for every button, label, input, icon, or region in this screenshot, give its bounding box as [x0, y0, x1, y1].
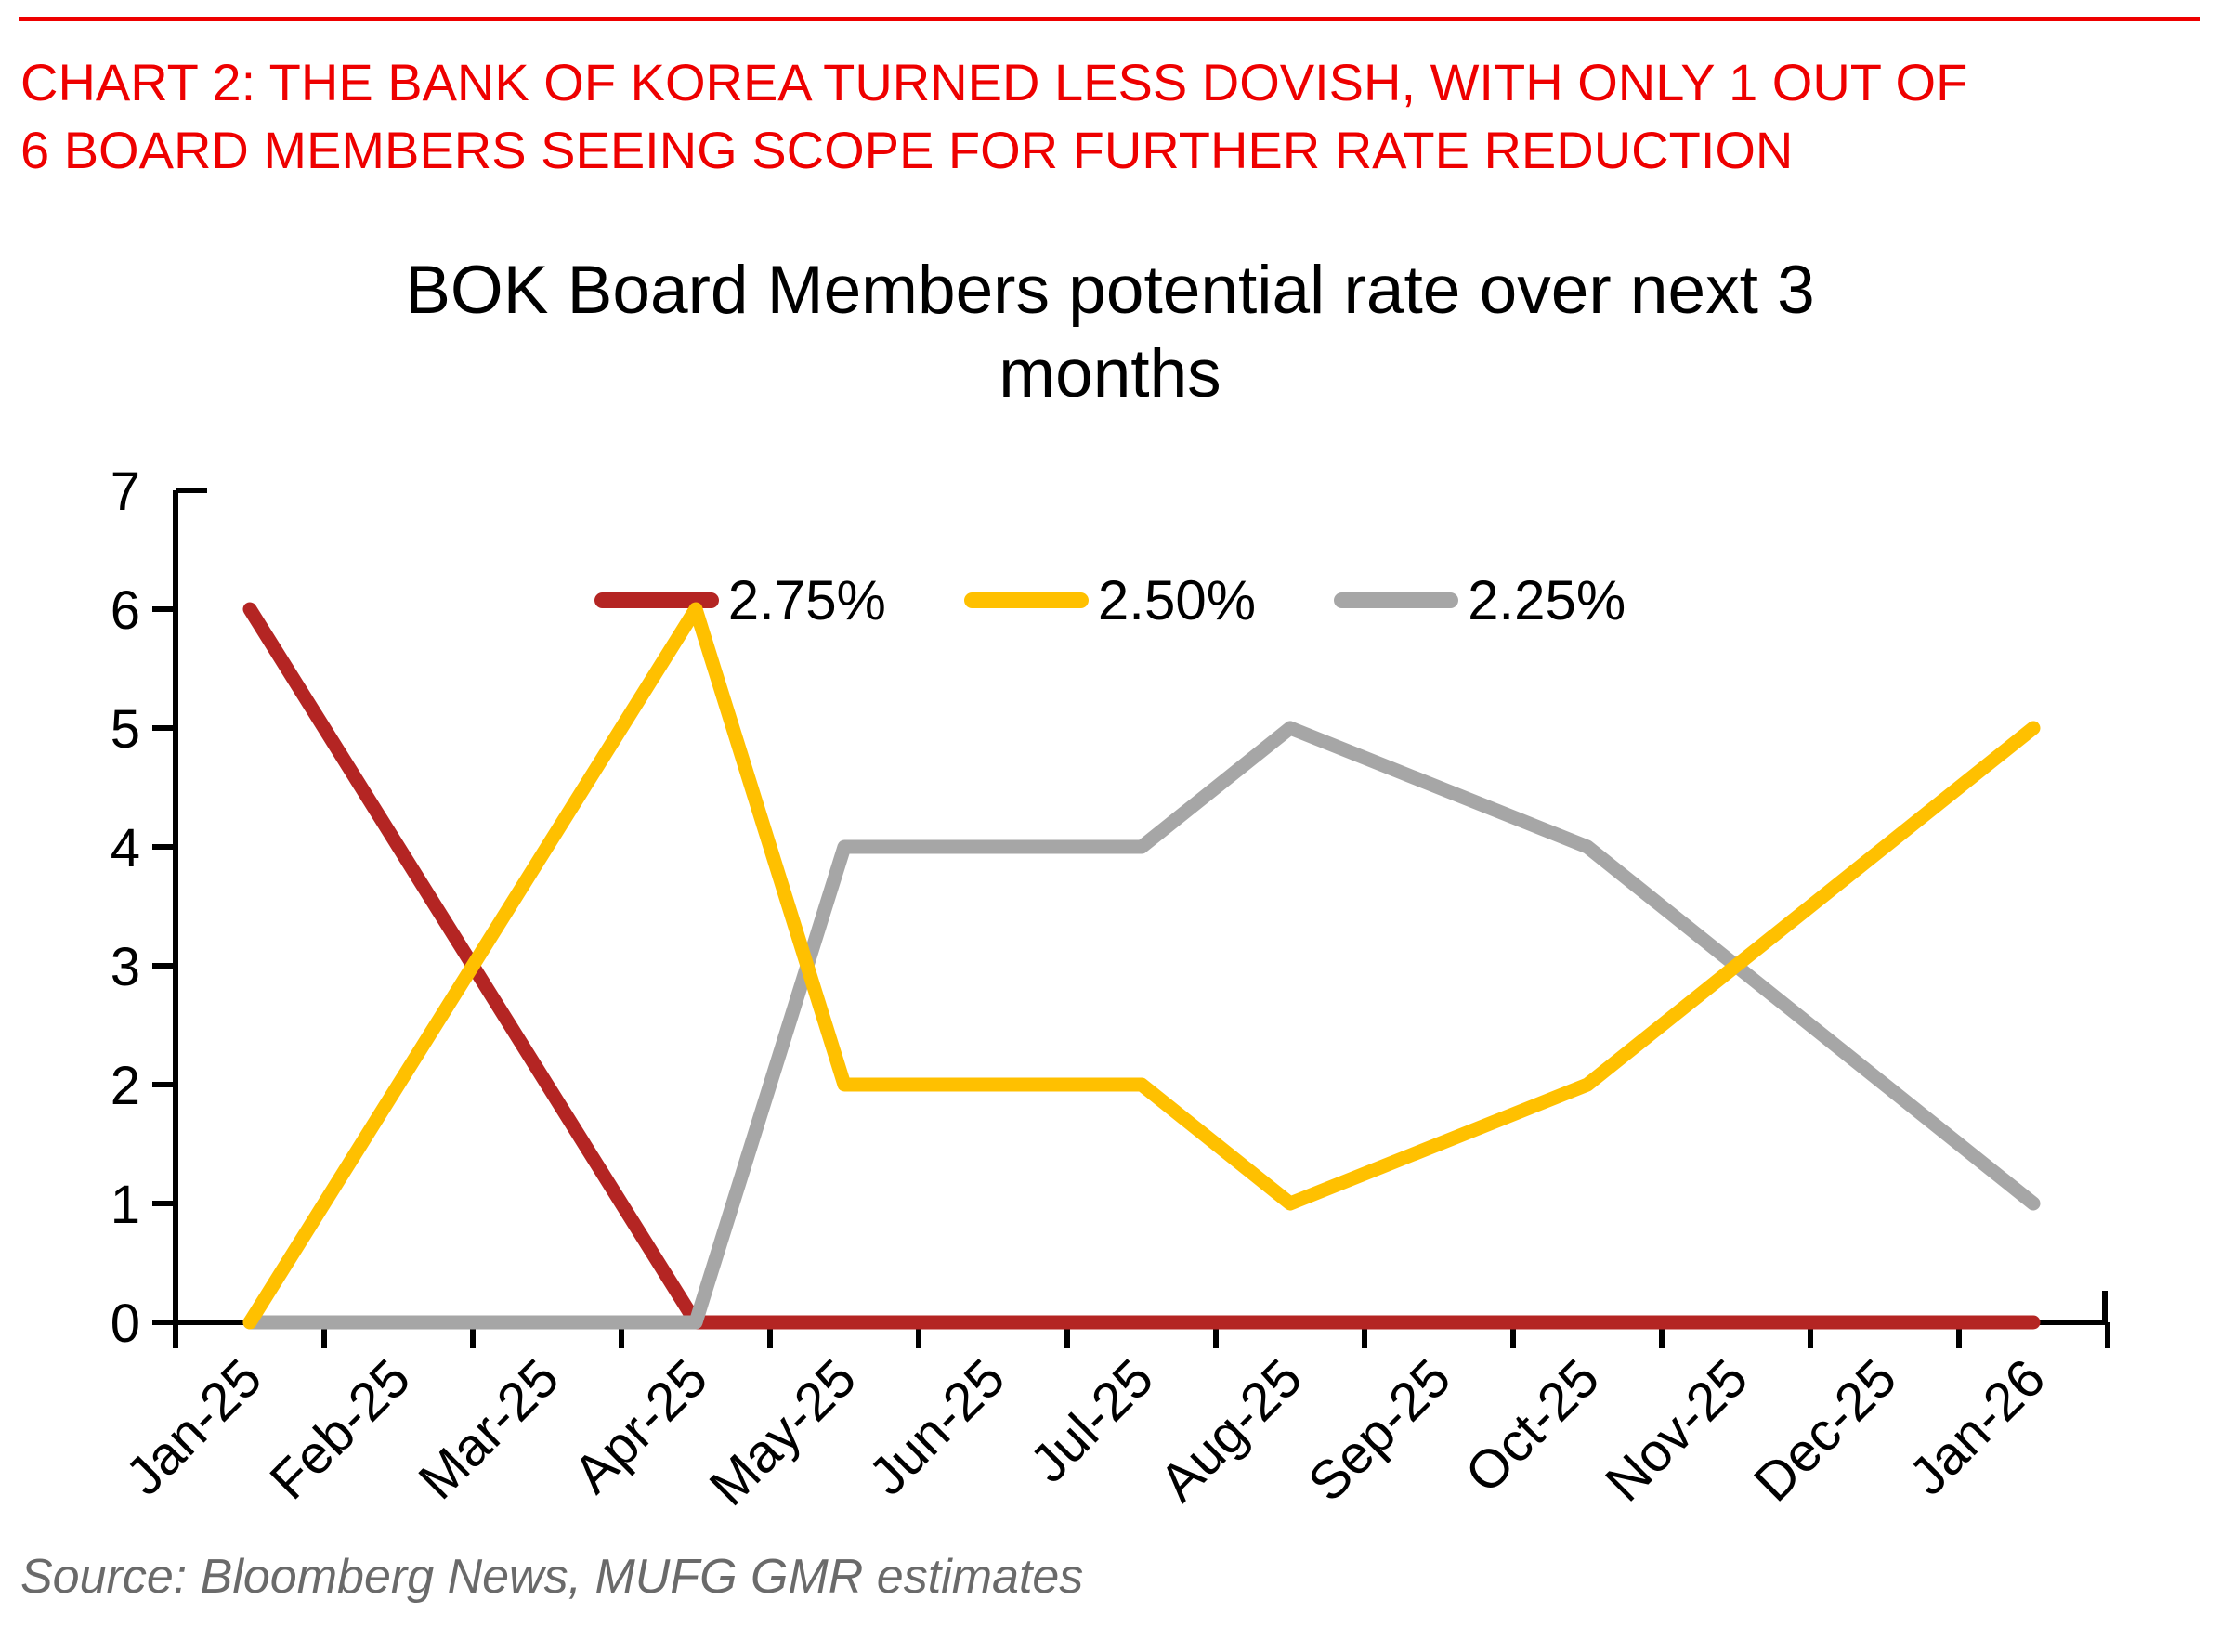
chart-title-line1: BOK Board Members potential rate over ne…: [405, 253, 1815, 328]
y-axis-tick-label: 7: [111, 462, 140, 522]
x-axis-tick-label: Jul-25: [1019, 1347, 1166, 1494]
x-axis-tick-label: Feb-25: [258, 1347, 422, 1511]
x-axis-tick-label: Aug-25: [1148, 1347, 1313, 1513]
x-axis-tick-label: Dec-25: [1743, 1347, 1908, 1513]
y-axis-tick-label: 6: [111, 580, 140, 641]
y-axis-tick-label: 3: [111, 937, 140, 997]
chart-heading: CHART 2: THE BANK OF KOREA TURNED LESS D…: [20, 48, 2213, 184]
chart-heading-line2: 6 BOARD MEMBERS SEEING SCOPE FOR FURTHER…: [20, 121, 1794, 179]
x-axis-tick-label: Jan-26: [1898, 1347, 2057, 1506]
series-line-250: [242, 602, 2041, 1330]
chart-title: BOK Board Members potential rate over ne…: [0, 249, 2220, 416]
x-axis-tick-label: Nov-25: [1594, 1347, 1759, 1513]
x-axis-tick-label: Jun-25: [857, 1347, 1016, 1506]
chart-heading-line1: CHART 2: THE BANK OF KOREA TURNED LESS D…: [20, 53, 1968, 111]
y-axis-tick-label: 5: [111, 699, 140, 760]
y-axis-tick-label: 1: [111, 1175, 140, 1235]
source-attribution: Source: Bloomberg News, MUFG GMR estimat…: [20, 1550, 1084, 1604]
y-axis-tick-label: 4: [111, 818, 140, 878]
x-axis-tick-label: Jan-25: [114, 1347, 273, 1506]
y-axis-tick-label: 2: [111, 1056, 140, 1116]
x-axis-tick-label: May-25: [698, 1347, 868, 1517]
chart-title-line2: months: [999, 336, 1221, 411]
x-axis-tick-label: Apr-25: [562, 1347, 719, 1504]
top-rule-divider: [19, 17, 2200, 21]
y-axis-tick-label: 0: [111, 1294, 140, 1354]
x-axis-tick-label: Oct-25: [1454, 1347, 1611, 1504]
x-axis-tick-label: Sep-25: [1297, 1347, 1462, 1513]
series-line-275: [242, 602, 2041, 1330]
x-axis-tick-label: Mar-25: [407, 1347, 570, 1511]
